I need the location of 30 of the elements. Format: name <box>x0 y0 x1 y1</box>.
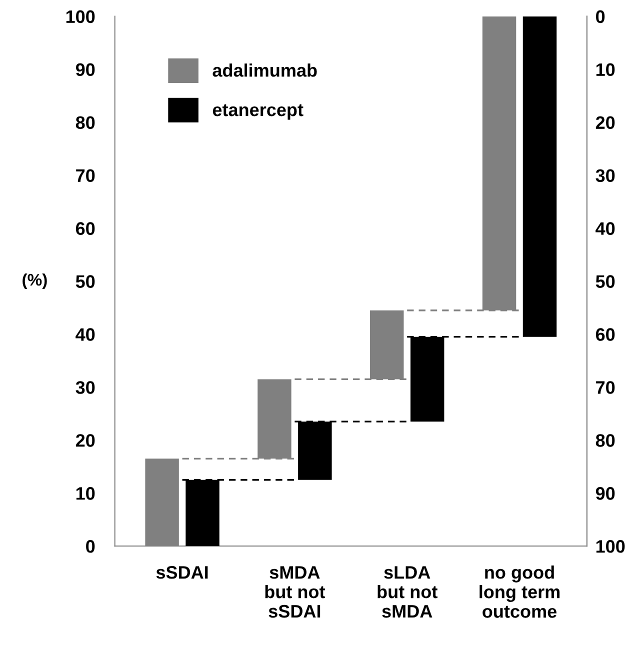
y-tick-label: 30 <box>76 381 95 394</box>
x-tick-label: no good long term outcome <box>480 566 560 618</box>
y-tick-label: 50 <box>76 275 95 288</box>
y2-tick-label: 20 <box>596 116 615 130</box>
x-tick-label: sSDAI <box>156 566 208 579</box>
y-tick-label: 0 <box>86 540 95 553</box>
y2-tick-label: 80 <box>596 434 615 447</box>
y2-tick-label: 30 <box>596 169 615 182</box>
y-tick-label: 10 <box>76 487 95 500</box>
x-tick-label: sMDA but not sSDAI <box>265 566 326 618</box>
y2-tick-label: 40 <box>596 222 615 235</box>
y2-tick-label: 70 <box>596 381 615 394</box>
y2-tick-label: 10 <box>596 63 615 76</box>
y-tick-label: 90 <box>76 63 95 76</box>
y2-tick-label: 60 <box>596 328 615 341</box>
legend-label: etanercept <box>212 104 304 120</box>
x-tick-label: sLDA but not sMDA <box>378 566 438 618</box>
y2-tick-label: 100 <box>596 540 625 553</box>
y2-tick-label: 90 <box>596 487 615 500</box>
y-tick-label: 100 <box>66 10 95 24</box>
y2-tick-label: 50 <box>596 275 615 288</box>
y2-tick-label: 0 <box>596 10 605 24</box>
legend-label: adalimumab <box>212 64 317 77</box>
y-tick-label: 70 <box>76 169 95 182</box>
y-tick-label: 20 <box>76 434 95 447</box>
y-tick-label: 80 <box>76 116 95 130</box>
y-tick-label: 60 <box>76 222 95 235</box>
bar <box>522 16 557 337</box>
y-tick-label: 40 <box>76 328 95 341</box>
y-axis-title: (%) <box>22 273 47 289</box>
